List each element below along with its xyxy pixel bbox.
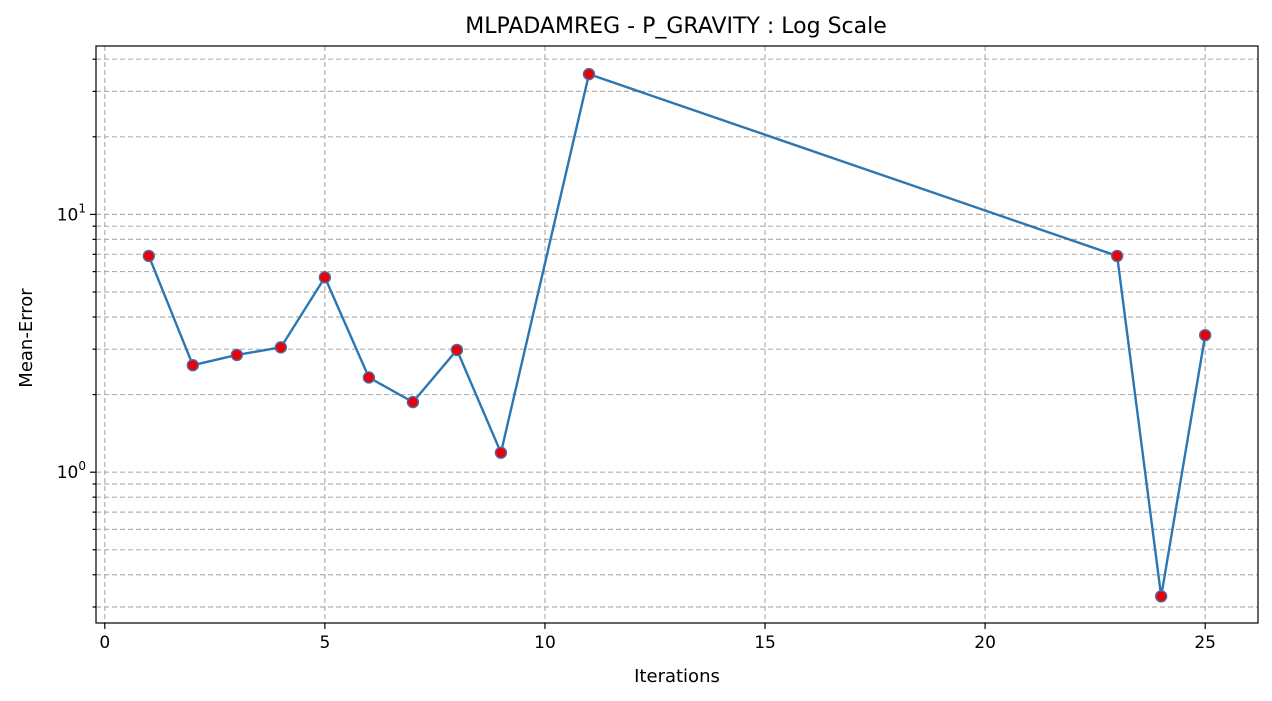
chart-title: MLPADAMREG - P_GRAVITY : Log Scale <box>465 14 887 39</box>
x-axis: 0 5 10 15 20 25 <box>99 623 1216 653</box>
x-tick-label: 10 <box>534 633 556 653</box>
x-tick-label: 20 <box>974 633 996 653</box>
data-point <box>362 371 376 384</box>
y-tick-label-base: 10 <box>57 205 79 225</box>
x-tick-label: 25 <box>1194 633 1216 653</box>
data-point <box>406 395 420 409</box>
y-axis-label: Mean-Error <box>16 288 37 388</box>
data-point <box>450 343 464 357</box>
grid <box>96 46 1258 623</box>
data-point <box>582 67 596 81</box>
data-point <box>142 249 156 263</box>
y-tick-label-base: 10 <box>57 463 79 483</box>
plot-frame <box>95 45 1259 624</box>
x-tick-label: 5 <box>319 633 330 653</box>
y-tick-label-exponent: 1 <box>78 201 86 215</box>
data-point <box>1110 249 1124 263</box>
data-point <box>494 446 508 459</box>
x-tick-label: 0 <box>99 633 110 653</box>
x-axis-label: Iterations <box>634 666 720 687</box>
data-point <box>1154 590 1168 603</box>
y-tick-label: 100 <box>57 459 86 483</box>
x-tick-label: 15 <box>754 633 776 653</box>
data-point <box>186 359 200 372</box>
series-layer <box>142 67 1212 603</box>
y-tick-label: 101 <box>57 201 86 225</box>
data-point <box>1198 328 1212 342</box>
data-point <box>230 348 244 362</box>
series-line <box>147 72 1207 598</box>
data-point <box>274 341 288 354</box>
data-point <box>318 271 332 284</box>
y-tick-label-exponent: 0 <box>78 459 86 473</box>
